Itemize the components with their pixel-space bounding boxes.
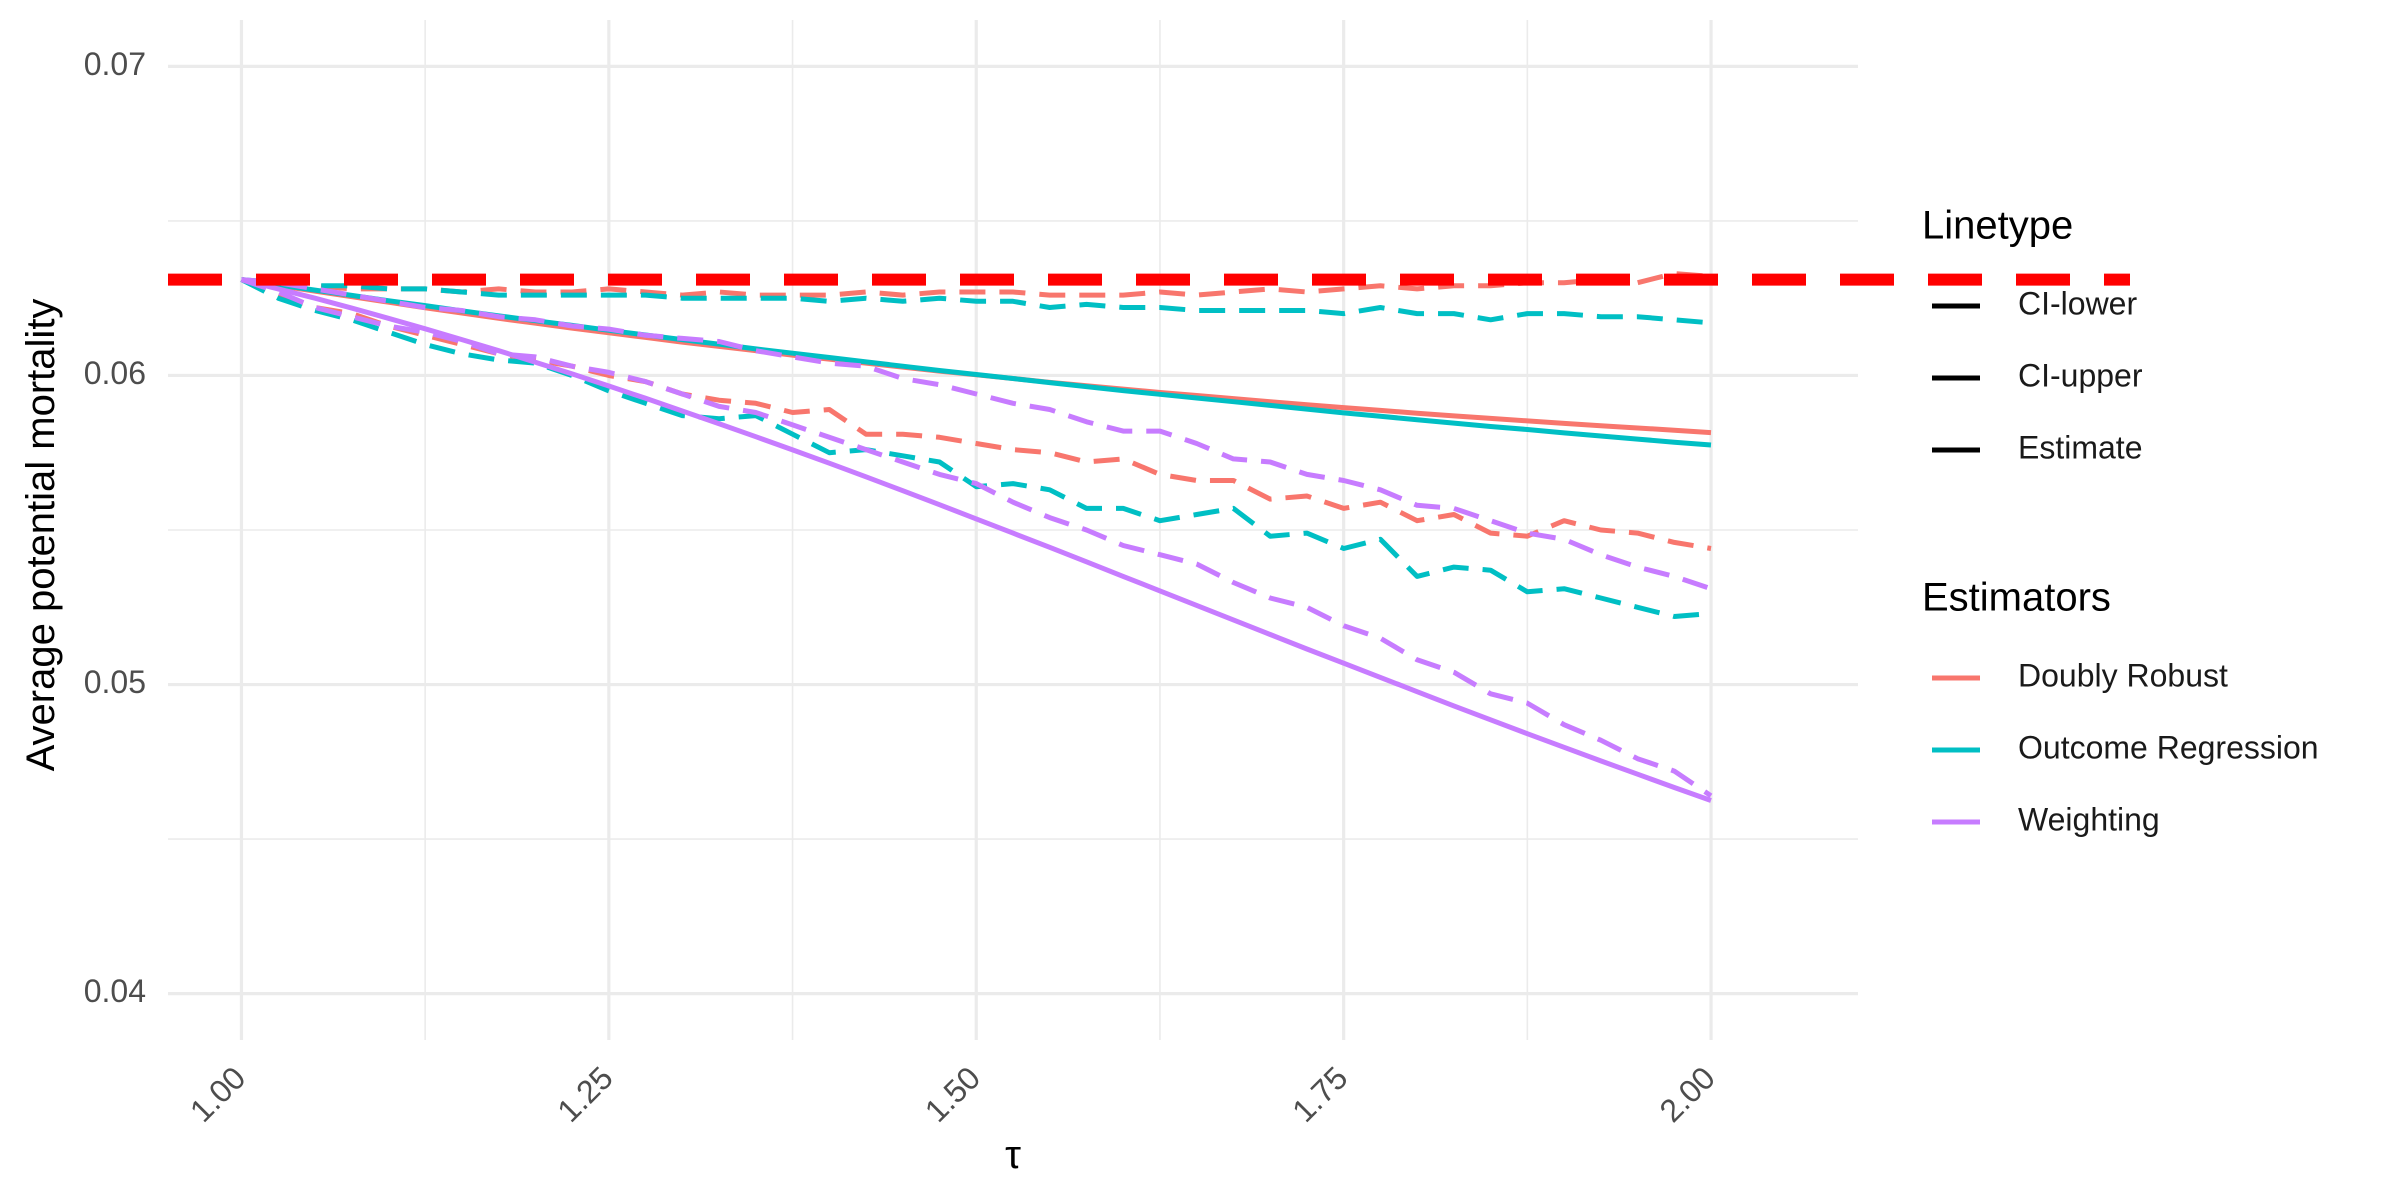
minor-gridlines — [168, 20, 1858, 1040]
y-tick-label: 0.06 — [84, 355, 146, 391]
y-tick-label: 0.04 — [84, 973, 146, 1009]
series-line-weighting-estimate — [240, 277, 1712, 803]
y-axis-tick-labels: 0.04 0.05 0.06 0.07 — [84, 46, 146, 1009]
legend-entry-label: CI-upper — [2018, 357, 2143, 393]
legend-entry-label: CI-lower — [2018, 285, 2137, 321]
x-axis-title: τ — [1005, 1133, 1021, 1177]
series-line-weighting-ci-upper — [241, 277, 1712, 592]
series-line-outcome-regression-ci-upper — [241, 277, 1712, 326]
legend-title: Estimators — [1922, 576, 2111, 620]
series-line-weighting-ci-lower — [240, 277, 1713, 798]
legend: Linetype CI-lower CI-upper Estimate Estimato… — [1922, 204, 2319, 838]
legend-entry-label: Weighting — [2018, 801, 2160, 837]
legend-entry-label: Outcome Regression — [2018, 729, 2319, 765]
y-tick-label: 0.05 — [84, 664, 146, 700]
y-axis-title: Average potential mortality — [19, 299, 63, 772]
series-lines — [240, 271, 1713, 803]
legend-title: Linetype — [1922, 204, 2073, 248]
y-tick-label: 0.07 — [84, 46, 146, 82]
series-line-outcome-regression-ci-lower — [240, 277, 1712, 619]
legend-entry-label: Estimate — [2018, 429, 2142, 465]
series-line-doubly-robust-ci-upper — [241, 271, 1712, 298]
major-gridlines — [168, 20, 1858, 1040]
legend-entry-label: Doubly Robust — [2018, 657, 2228, 693]
